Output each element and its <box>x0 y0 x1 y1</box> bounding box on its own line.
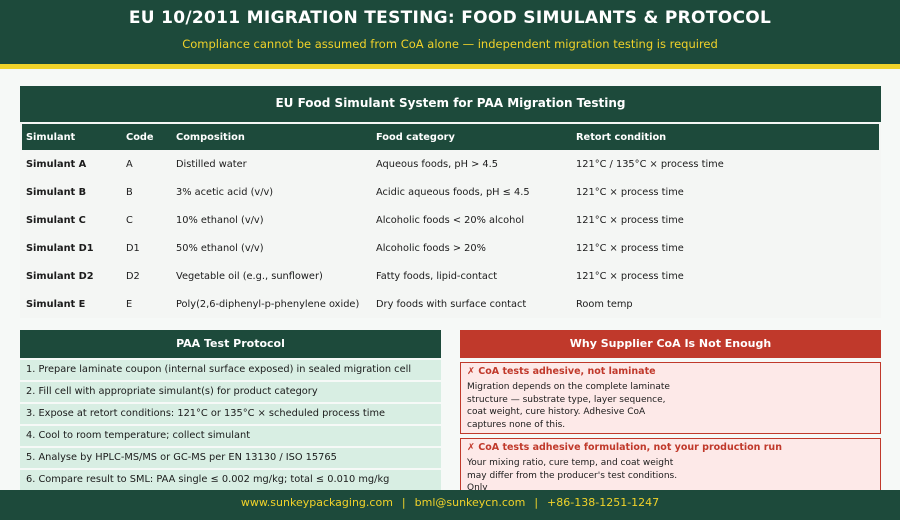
simulant-table: Simulant Code Composition Food category Reto… <box>22 124 879 318</box>
table-cell: 121°C × process time <box>576 214 684 226</box>
header-row: Simulant Code Composition Food category Reto… <box>22 124 879 150</box>
table-cell: A <box>126 158 133 170</box>
table-row: Simulant A A Distilled water Aqueous foods,… <box>22 150 879 178</box>
table-cell: Fatty foods, lipid-contact <box>376 270 498 282</box>
table-cell: Simulant B <box>26 186 87 198</box>
accent-bar <box>0 64 900 69</box>
table-cell: Acidic aqueous foods, pH ≤ 4.5 <box>376 186 530 198</box>
table-cell: 121°C × process time <box>576 186 684 198</box>
reason-body: Your mixing ratio, cure temp, and coat w… <box>467 458 678 493</box>
table-cell: Simulant E <box>26 298 86 310</box>
table-cell: Poly(2,6-diphenyl-p-phenylene oxide) <box>176 298 360 310</box>
column-header: Composition <box>172 124 372 150</box>
reason-card: CoA tests adhesive, not laminate Migratio… <box>460 362 881 434</box>
why-panel: Why Supplier CoA Is Not Enough CoA tests… <box>460 330 881 510</box>
table-cell: D2 <box>126 270 140 282</box>
table-title: EU Food Simulant System for PAA Migratio… <box>20 86 881 122</box>
table-cell: Simulant D2 <box>26 270 94 282</box>
reason-title: CoA tests adhesive formulation, not your… <box>467 442 874 454</box>
protocol-panel: PAA Test Protocol 1. Prepare laminate co… <box>20 330 441 490</box>
table-cell: Simulant D1 <box>26 242 94 254</box>
reason-body: Migration depends on the complete lamina… <box>467 382 670 430</box>
header: EU 10/2011 MIGRATION TESTING: FOOD SIMUL… <box>0 0 900 64</box>
subtitle: Compliance cannot be assumed from CoA al… <box>182 37 718 51</box>
simulant-table-panel: EU Food Simulant System for PAA Migratio… <box>20 86 881 318</box>
protocol-step: 1. Prepare laminate coupon (internal sur… <box>20 360 441 380</box>
column-header: Food category <box>372 124 572 150</box>
table-cell: E <box>126 298 133 310</box>
table-cell: 121°C / 135°C × process time <box>576 158 724 170</box>
table-cell: 121°C × process time <box>576 242 684 254</box>
footer-contact: bml@sunkeycn.com <box>393 496 525 509</box>
protocol-step: 3. Expose at retort conditions: 121°C or… <box>20 404 441 424</box>
table-cell: 50% ethanol (v/v) <box>176 242 264 254</box>
title: EU 10/2011 MIGRATION TESTING: FOOD SIMUL… <box>128 8 772 28</box>
column-header: Retort condition <box>572 124 879 150</box>
protocol-step: 2. Fill cell with appropriate simulant(s… <box>20 382 441 402</box>
table-cell: Room temp <box>576 298 633 310</box>
column-header: Code <box>122 124 172 150</box>
footer-contact: www.sunkeypackaging.com <box>240 496 393 509</box>
table-row: Simulant D2 D2 Vegetable oil (e.g., sunflo… <box>22 262 879 290</box>
table-cell: Aqueous foods, pH > 4.5 <box>376 158 498 170</box>
table-cell: Simulant A <box>26 158 87 170</box>
table-cell: B <box>126 186 133 198</box>
footer: www.sunkeypackaging.combml@sunkeycn.com+… <box>0 490 900 520</box>
why-title: Why Supplier CoA Is Not Enough <box>460 330 881 358</box>
protocol-step: 6. Compare result to SML: PAA single ≤ 0… <box>20 470 441 490</box>
table-row: Simulant D1 D1 50% ethanol (v/v) Alcoholic … <box>22 234 879 262</box>
table-row: Simulant B B 3% acetic acid (v/v) Acidic aq… <box>22 178 879 206</box>
table-cell: 121°C × process time <box>576 270 684 282</box>
reason-title: CoA tests adhesive, not laminate <box>467 366 874 378</box>
table-row: Simulant C C 10% ethanol (v/v) Alcoholic fo… <box>22 206 879 234</box>
protocol-title: PAA Test Protocol <box>20 330 441 358</box>
table-cell: 10% ethanol (v/v) <box>176 214 264 226</box>
table-cell: Vegetable oil (e.g., sunflower) <box>176 270 323 282</box>
table-cell: Alcoholic foods < 20% alcohol <box>376 214 525 226</box>
footer-contact: +86-138-1251-1247 <box>525 496 659 509</box>
table-cell: Dry foods with surface contact <box>376 298 527 310</box>
protocol-step: 4. Cool to room temperature; collect sim… <box>20 426 441 446</box>
table-cell: 3% acetic acid (v/v) <box>176 186 274 198</box>
protocol-step: 5. Analyse by HPLC-MS/MS or GC-MS per EN… <box>20 448 441 468</box>
table-cell: Alcoholic foods > 20% <box>376 242 486 254</box>
table-row: Simulant E E Poly(2,6-diphenyl-p-phenylene… <box>22 290 879 318</box>
table-cell: C <box>126 214 133 226</box>
table-cell: D1 <box>126 242 140 254</box>
table-cell: Distilled water <box>176 158 247 170</box>
column-header: Simulant <box>22 124 122 150</box>
table-cell: Simulant C <box>26 214 86 226</box>
